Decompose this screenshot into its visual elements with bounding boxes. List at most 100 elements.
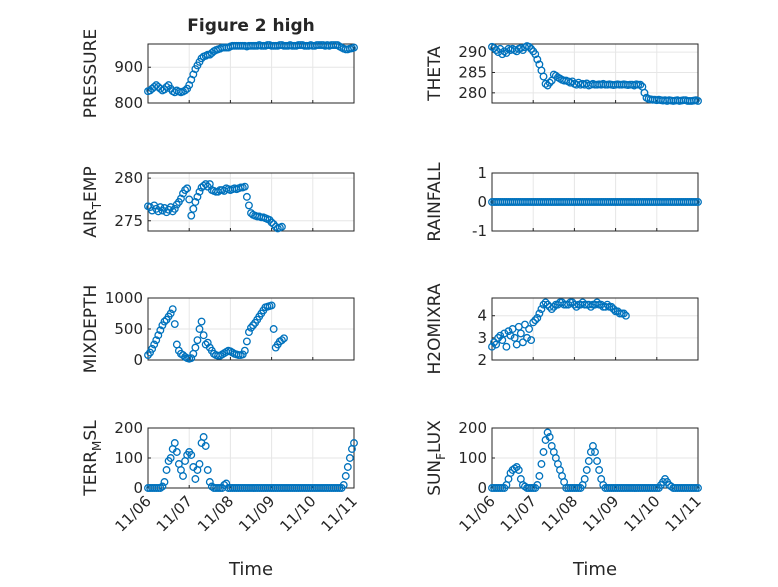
data-point: [240, 346, 249, 355]
data-point: [339, 481, 348, 489]
data-point: [694, 484, 702, 492]
data-point: [203, 466, 212, 474]
y-tick-label: 4: [477, 307, 487, 325]
data-point: [160, 478, 169, 486]
data-point: [549, 302, 558, 311]
y-tick-label: 0: [133, 479, 143, 497]
data-point: [199, 433, 208, 441]
data-point: [345, 454, 354, 462]
data-point: [531, 316, 540, 325]
x-axis-label-left: Time: [228, 559, 273, 580]
y-tick-label: 200: [114, 419, 143, 437]
data-point: [162, 466, 171, 474]
data-point: [525, 42, 534, 51]
data-point: [580, 475, 589, 483]
data-point: [203, 338, 212, 347]
data-point: [527, 336, 536, 345]
y-tick-label: 2: [477, 351, 487, 369]
data-point: [195, 325, 204, 333]
panel-air_temp: 275 280 AIRTEMP: [81, 166, 355, 238]
data-point: [545, 433, 554, 441]
y-axis-label: AIRTEMP: [81, 166, 104, 237]
data-point: [187, 211, 196, 220]
axes-box: [147, 172, 355, 232]
x-tick-label: 11/08: [538, 492, 581, 535]
axes-box: [491, 427, 699, 489]
data-point: [535, 472, 544, 480]
y-axis-label: H2OMIXRA: [425, 283, 445, 374]
data-point: [205, 478, 214, 486]
data-point: [490, 338, 499, 347]
data-point: [504, 327, 513, 336]
data-point: [533, 313, 542, 322]
data-point: [160, 317, 169, 326]
y-tick-label: 100: [458, 449, 487, 467]
data-point: [242, 337, 251, 346]
data-point: [195, 187, 204, 196]
data-point: [341, 472, 350, 480]
data-point: [193, 192, 202, 201]
axes-box: [491, 297, 699, 361]
data-point: [280, 334, 288, 343]
data-point: [521, 320, 529, 329]
data-point: [545, 78, 554, 87]
data-point: [152, 336, 161, 345]
data-point: [533, 55, 542, 64]
y-tick-label: 0: [477, 193, 487, 211]
data-point: [154, 207, 163, 216]
data-point: [529, 318, 538, 327]
data-point: [187, 451, 196, 459]
data-point: [496, 331, 505, 340]
x-tick-label: 11/10: [276, 492, 319, 535]
data-point: [607, 302, 616, 311]
data-point: [156, 326, 165, 335]
x-tick-label: 11/07: [153, 492, 196, 535]
y-tick-label: 275: [114, 212, 143, 230]
data-point: [244, 201, 253, 210]
data-point: [541, 298, 550, 307]
data-point: [541, 79, 550, 88]
data-point: [277, 222, 286, 231]
data-point: [197, 317, 206, 326]
panel-sun_flux: 0 100 200 SUNFLUX 11/0611/0711/0811/0911/101…: [425, 419, 705, 535]
data-point: [277, 336, 286, 345]
data-point: [183, 184, 192, 193]
data-point: [240, 182, 249, 191]
data-point: [199, 331, 208, 340]
panel-h2omixra: 2 3 4 H2OMIXRA: [425, 283, 699, 375]
data-point: [201, 442, 210, 450]
data-point: [162, 82, 171, 91]
data-point: [539, 448, 548, 456]
data-point: [518, 338, 527, 347]
x-tick-label: 11/08: [194, 492, 237, 535]
data-point: [170, 439, 179, 447]
y-tick-label: -1: [472, 222, 487, 240]
data-point: [537, 305, 546, 314]
y-axis-label: MIXDEPTH: [81, 285, 101, 374]
y-tick-label: 900: [114, 58, 143, 76]
data-point: [191, 343, 200, 352]
panel-theta: 280 285 290 THETA: [425, 42, 702, 105]
data-point: [191, 475, 200, 483]
figure-title: Figure 2 high: [187, 16, 315, 36]
data-point: [547, 305, 556, 314]
y-tick-label: 280: [114, 169, 143, 187]
data-point: [350, 43, 358, 52]
data-point: [492, 46, 501, 55]
data-point: [640, 88, 649, 97]
data-point: [267, 301, 276, 310]
y-tick-label: 1000: [105, 289, 143, 307]
data-point: [350, 439, 358, 447]
data-point: [582, 466, 591, 474]
data-point: [619, 309, 628, 318]
axes-box: [491, 43, 699, 104]
data-point: [593, 457, 602, 465]
data-point: [488, 342, 496, 351]
y-tick-label: 0: [133, 351, 143, 369]
data-point: [168, 305, 177, 314]
data-point: [166, 454, 175, 462]
y-tick-label: 500: [114, 320, 143, 338]
data-point: [514, 466, 523, 474]
